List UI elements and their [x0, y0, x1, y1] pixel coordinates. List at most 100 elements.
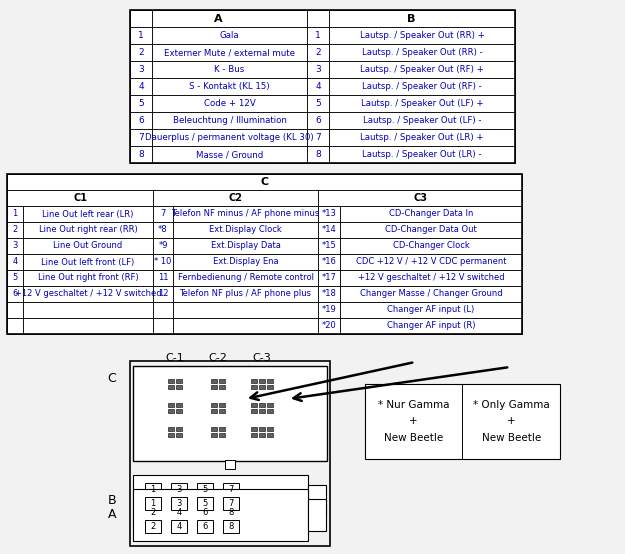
Bar — [307, 44, 329, 61]
Text: Lautsp. / Speaker Out (RF) +: Lautsp. / Speaker Out (RF) + — [360, 65, 484, 74]
Bar — [7, 302, 23, 318]
Text: 7: 7 — [315, 133, 321, 142]
Bar — [308, 485, 326, 517]
Bar — [7, 254, 23, 270]
Text: +12 V geschaltet / +12 V switched: +12 V geschaltet / +12 V switched — [357, 274, 504, 283]
Text: CD-Changer Clock: CD-Changer Clock — [392, 242, 469, 250]
Text: Lautsp. / Speaker Out (LR) +: Lautsp. / Speaker Out (LR) + — [360, 133, 484, 142]
Text: C3: C3 — [413, 193, 427, 203]
Text: 3: 3 — [138, 65, 144, 74]
Bar — [23, 222, 153, 238]
Bar — [211, 427, 217, 431]
Bar — [130, 27, 152, 44]
Bar — [211, 433, 217, 437]
Bar — [23, 238, 153, 254]
Text: 5: 5 — [202, 485, 208, 494]
Bar — [173, 286, 318, 302]
Text: 6: 6 — [315, 116, 321, 125]
Bar — [329, 129, 515, 146]
Bar — [318, 222, 340, 238]
Bar — [259, 403, 265, 407]
Bar — [267, 409, 273, 413]
Bar — [318, 190, 522, 206]
Bar — [223, 497, 239, 510]
Bar — [267, 427, 273, 431]
Bar — [173, 238, 318, 254]
Text: Gala: Gala — [220, 31, 239, 40]
Bar — [307, 61, 329, 78]
Bar — [307, 10, 329, 27]
Text: Line Out left rear (LR): Line Out left rear (LR) — [42, 209, 134, 218]
Text: C: C — [261, 177, 269, 187]
Text: 2: 2 — [151, 522, 156, 531]
Text: New Beetle: New Beetle — [384, 433, 443, 443]
Bar — [23, 318, 153, 334]
Text: CD-Changer Data In: CD-Changer Data In — [389, 209, 473, 218]
Bar — [7, 206, 23, 222]
Bar — [329, 95, 515, 112]
Bar — [340, 238, 522, 254]
Text: 7: 7 — [228, 485, 234, 494]
Text: 7: 7 — [228, 499, 234, 508]
Bar — [259, 379, 265, 383]
Bar — [197, 497, 213, 510]
Text: S - Kontakt (KL 15): S - Kontakt (KL 15) — [189, 82, 270, 91]
Bar — [219, 427, 225, 431]
Bar — [329, 146, 515, 163]
Text: New Beetle: New Beetle — [482, 433, 541, 443]
Bar — [251, 427, 257, 431]
Bar — [152, 78, 307, 95]
Bar — [173, 222, 318, 238]
Bar — [318, 206, 340, 222]
Text: * Nur Gamma: * Nur Gamma — [378, 400, 449, 410]
Text: 5: 5 — [12, 274, 18, 283]
Text: 6: 6 — [12, 290, 18, 299]
Text: Telefon NF plus / AF phone plus: Telefon NF plus / AF phone plus — [179, 290, 311, 299]
Bar — [173, 302, 318, 318]
Text: Lautsp. / Speaker Out (LF) -: Lautsp. / Speaker Out (LF) - — [362, 116, 481, 125]
Text: CD-Changer Data Out: CD-Changer Data Out — [385, 225, 477, 234]
Bar — [176, 385, 182, 389]
Bar — [365, 384, 560, 459]
Text: *9: *9 — [158, 242, 168, 250]
Bar — [168, 409, 174, 413]
Bar — [329, 27, 515, 44]
Bar — [173, 318, 318, 334]
Text: Lautsp. / Speaker Out (LF) +: Lautsp. / Speaker Out (LF) + — [361, 99, 483, 108]
Bar — [307, 95, 329, 112]
Bar — [251, 433, 257, 437]
Bar — [145, 483, 161, 496]
Text: 4: 4 — [176, 508, 182, 517]
Bar — [318, 270, 340, 286]
Text: 4: 4 — [315, 82, 321, 91]
Text: K - Bus: K - Bus — [214, 65, 244, 74]
Bar — [173, 254, 318, 270]
Bar — [318, 254, 340, 270]
Bar — [318, 238, 340, 254]
Bar — [211, 409, 217, 413]
Text: C-2: C-2 — [209, 353, 227, 363]
Bar — [133, 475, 308, 527]
Text: 4: 4 — [176, 522, 182, 531]
Bar — [171, 506, 187, 519]
Text: *18: *18 — [322, 290, 336, 299]
Bar — [219, 409, 225, 413]
Bar — [130, 61, 152, 78]
Text: C-1: C-1 — [166, 353, 184, 363]
Bar — [168, 427, 174, 431]
Text: Masse / Ground: Masse / Ground — [196, 150, 263, 159]
Bar — [329, 61, 515, 78]
Bar — [267, 385, 273, 389]
Bar — [153, 222, 173, 238]
Bar — [219, 433, 225, 437]
Text: 3: 3 — [315, 65, 321, 74]
Bar — [152, 146, 307, 163]
Bar — [211, 385, 217, 389]
Text: 5: 5 — [315, 99, 321, 108]
Bar — [173, 206, 318, 222]
Text: 4: 4 — [138, 82, 144, 91]
Bar — [152, 95, 307, 112]
Text: C2: C2 — [229, 193, 242, 203]
Text: *14: *14 — [322, 225, 336, 234]
Text: CDC +12 V / +12 V CDC permanent: CDC +12 V / +12 V CDC permanent — [356, 258, 506, 266]
